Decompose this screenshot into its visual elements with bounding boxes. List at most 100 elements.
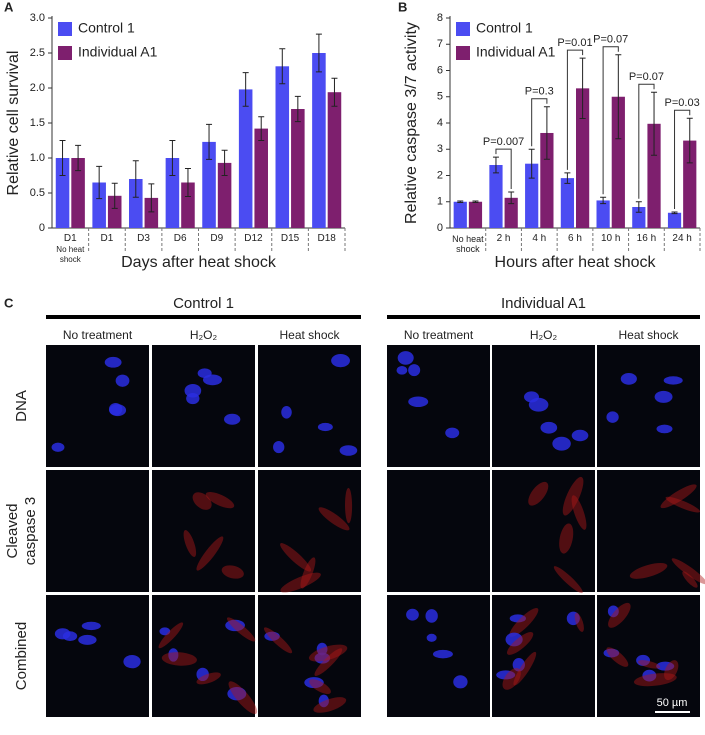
bar (453, 201, 467, 228)
nucleus (225, 619, 245, 632)
micrograph (597, 470, 700, 592)
nucleus (224, 413, 241, 425)
bar (312, 53, 326, 228)
error-bar (671, 211, 678, 215)
caspase-signal (280, 543, 312, 572)
bar (683, 140, 697, 228)
x-tick-label: 10 h (600, 234, 621, 244)
x-tick-label: 16 h (636, 234, 657, 244)
scale-bar-label: 50 µm (657, 697, 688, 709)
caspase-signal (509, 608, 539, 637)
x-tick-label: D15 (280, 234, 300, 244)
micrograph (152, 470, 255, 592)
error-bar (294, 95, 301, 123)
caspase-signal (637, 660, 661, 669)
nucleus (78, 634, 97, 645)
nucleus (396, 365, 408, 375)
nucleus (607, 605, 619, 618)
nucleus (663, 376, 683, 385)
nucleus (109, 404, 127, 417)
bar (525, 163, 539, 228)
micrograph (387, 470, 490, 592)
category-label-box: D12 (244, 234, 263, 244)
p-value: P=0.01 (557, 37, 592, 49)
error-bar (184, 168, 191, 197)
bar (504, 197, 518, 228)
y-tick-label: 0.5 (30, 187, 45, 199)
column-header: Heat shock (618, 328, 679, 342)
category-label-box: 10 h (600, 234, 621, 244)
micrograph (597, 345, 700, 467)
column-header: No treatment (63, 328, 133, 342)
group-bar (387, 315, 700, 319)
bar (560, 178, 574, 228)
nucleus (509, 614, 526, 623)
caspase-signal (263, 627, 293, 654)
row-label: caspase 3 (22, 497, 39, 565)
x-axis-label: Hours after heat shock (495, 254, 657, 271)
caspase-signal (196, 672, 221, 685)
group-bar (46, 315, 361, 319)
caspase-signal (559, 523, 574, 554)
caspase-signal (192, 492, 212, 510)
caspase-signal (633, 673, 677, 687)
y-tick-label: 3 (437, 143, 443, 155)
nucleus (318, 694, 329, 708)
caspase-signal (682, 571, 698, 588)
y-tick-label: 4 (437, 117, 443, 129)
caspase-signal (513, 651, 537, 686)
category-label-box: 2 h (496, 234, 511, 244)
nucleus (202, 374, 223, 386)
category-label-box: D3 (137, 234, 150, 244)
nucleus (81, 621, 101, 631)
nucleus (505, 632, 523, 647)
x-tick-label: D12 (244, 234, 263, 244)
caspase-signal (571, 495, 587, 530)
category-label-box: D6 (174, 234, 187, 244)
nucleus (168, 648, 179, 662)
caspase-signal (158, 622, 184, 649)
x-tick-label: No heat shock (56, 245, 85, 264)
error-bar (59, 140, 66, 176)
p-value: P=0.07 (629, 71, 664, 83)
micrograph (152, 345, 255, 467)
bar (667, 212, 682, 228)
caspase-signal (196, 536, 224, 571)
nucleus (620, 372, 637, 385)
nucleus (566, 611, 580, 626)
y-tick-label: 1 (437, 196, 443, 208)
nucleus (603, 648, 620, 658)
category-label-box: D9 (210, 234, 223, 244)
caspase-signal (660, 484, 697, 509)
bar (327, 92, 342, 228)
nucleus (406, 608, 419, 621)
bar (275, 66, 290, 228)
nucleus (104, 356, 122, 368)
x-tick-label: No heat shock (452, 234, 484, 254)
legend-label: Individual A1 (476, 44, 556, 60)
nucleus (51, 442, 65, 452)
panel-label: B (398, 0, 407, 14)
caspase-signal (309, 679, 331, 694)
y-tick-label: 0 (437, 222, 443, 234)
error-bar (331, 77, 338, 107)
x-tick-label: 2 h (496, 234, 511, 244)
x-axis-label: Days after heat shock (121, 254, 277, 271)
significance-bracket (674, 109, 691, 209)
y-tick-label: 5 (437, 91, 443, 103)
nucleus (654, 390, 673, 403)
nucleus (496, 670, 516, 680)
nucleus (552, 436, 571, 451)
group-title: Individual A1 (501, 295, 586, 312)
error-bar (221, 149, 228, 176)
nucleus (445, 427, 460, 439)
caspase-signal (345, 487, 353, 524)
y-tick-label: 6 (437, 64, 443, 76)
bar (92, 182, 106, 228)
bar (291, 109, 305, 228)
x-tick-label: D1 (63, 234, 77, 244)
caspase-signal (300, 557, 316, 589)
caspase-signal (226, 617, 256, 642)
nucleus (317, 422, 333, 432)
caspase-signal (665, 496, 701, 513)
